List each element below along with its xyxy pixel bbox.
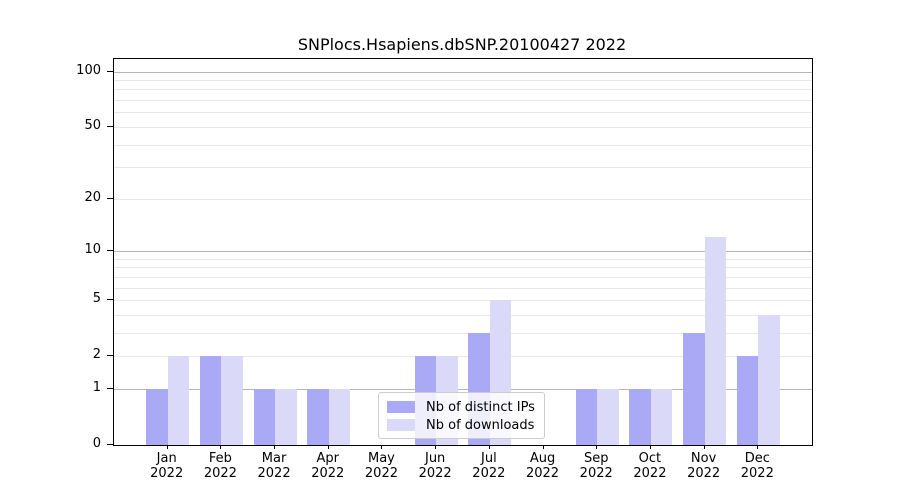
- x-tick-label-jul: Jul 2022: [472, 451, 506, 481]
- bar-downloads-jan: [167, 356, 190, 445]
- x-tick-mark: [596, 445, 598, 449]
- gridline-minor: [114, 314, 812, 316]
- x-tick-mark: [488, 445, 490, 449]
- y-tick-label: 100: [76, 62, 101, 78]
- y-tick-label: 10: [84, 241, 101, 257]
- bar-downloads-nov: [704, 237, 727, 445]
- y-tick-label: 5: [92, 291, 101, 307]
- chart-title: SNPlocs.Hsapiens.dbSNP.20100427 2022: [297, 35, 627, 54]
- y-tick-mark: [107, 387, 113, 389]
- bar-distinct-ips-oct: [629, 388, 651, 445]
- gridline-minor: [114, 167, 812, 169]
- gridline-minor: [114, 80, 812, 82]
- gridline-minor: [114, 100, 812, 102]
- y-tick-mark: [107, 249, 113, 251]
- x-tick-label-feb: Feb 2022: [203, 451, 237, 481]
- gridline-minor: [114, 258, 812, 260]
- legend: Nb of distinct IPs Nb of downloads: [378, 392, 545, 439]
- x-tick-mark: [757, 445, 759, 449]
- y-tick-mark: [107, 299, 113, 301]
- gridline-minor: [114, 89, 812, 91]
- x-tick-label-aug: Aug 2022: [525, 451, 560, 481]
- y-tick-mark: [107, 197, 113, 199]
- y-tick-mark: [107, 125, 113, 127]
- y-tick-label: 0: [92, 436, 101, 451]
- gridline-minor: [114, 287, 812, 289]
- legend-swatch-downloads: [387, 419, 415, 431]
- bar-distinct-ips-mar: [253, 388, 276, 445]
- x-tick-mark: [703, 445, 705, 449]
- x-tick-mark: [327, 445, 329, 449]
- x-tick-label-apr: Apr 2022: [311, 451, 345, 481]
- x-tick-label-may: May 2022: [364, 451, 398, 481]
- bar-downloads-dec: [758, 314, 780, 445]
- gridline-major: [114, 388, 812, 390]
- x-tick-mark: [542, 445, 544, 449]
- x-tick-label-jun: Jun 2022: [418, 451, 452, 481]
- legend-swatch-distinct-ips: [387, 401, 415, 413]
- x-tick-mark: [274, 445, 276, 449]
- x-tick-label-oct: Oct 2022: [633, 451, 667, 481]
- y-tick-mark: [107, 70, 113, 72]
- legend-label: Nb of distinct IPs: [426, 399, 535, 415]
- bar-downloads-feb: [221, 356, 243, 445]
- bar-downloads-sep: [597, 388, 619, 445]
- x-tick-mark: [649, 445, 651, 449]
- bar-distinct-ips-feb: [199, 356, 222, 445]
- legend-label: Nb of downloads: [426, 417, 535, 433]
- gridline-major: [114, 250, 812, 252]
- gridline-minor: [114, 112, 812, 114]
- y-tick-mark: [107, 444, 113, 445]
- y-tick-label: 1: [92, 379, 101, 395]
- gridline-minor: [114, 300, 812, 302]
- y-tick-label: 2: [92, 347, 101, 363]
- bar-distinct-ips-apr: [307, 388, 329, 445]
- x-tick-label-nov: Nov 2022: [687, 451, 721, 481]
- bar-downloads-oct: [650, 388, 673, 445]
- bar-distinct-ips-sep: [575, 388, 598, 445]
- plot-area: Nb of distinct IPs Nb of downloads: [113, 58, 813, 446]
- legend-entry: Nb of downloads: [387, 417, 536, 433]
- x-tick-label-dec: Dec 2022: [740, 451, 774, 481]
- x-tick-label-mar: Mar 2022: [257, 451, 291, 481]
- y-tick-mark: [107, 355, 113, 357]
- gridline-minor: [114, 276, 812, 278]
- x-tick-mark: [220, 445, 222, 449]
- bar-downloads-mar: [275, 388, 297, 445]
- y-tick-label: 20: [84, 189, 101, 205]
- gridline-minor: [114, 126, 812, 128]
- y-tick-label: 50: [84, 117, 101, 133]
- bar-downloads-apr: [328, 388, 351, 445]
- bar-distinct-ips-jan: [146, 388, 168, 445]
- gridline-minor: [114, 356, 812, 358]
- x-tick-label-sep: Sep 2022: [579, 451, 613, 481]
- gridline-minor: [114, 332, 812, 334]
- gridline-major: [114, 71, 812, 73]
- x-tick-label-jan: Jan 2022: [150, 451, 184, 481]
- x-tick-mark: [435, 445, 437, 449]
- bar-distinct-ips-nov: [683, 332, 705, 445]
- x-tick-mark: [166, 445, 168, 449]
- legend-entry: Nb of distinct IPs: [387, 399, 536, 415]
- gridline-minor: [114, 144, 812, 146]
- gridline-minor: [114, 267, 812, 269]
- gridline-minor: [114, 198, 812, 200]
- bar-distinct-ips-dec: [736, 356, 759, 445]
- x-tick-mark: [381, 445, 383, 449]
